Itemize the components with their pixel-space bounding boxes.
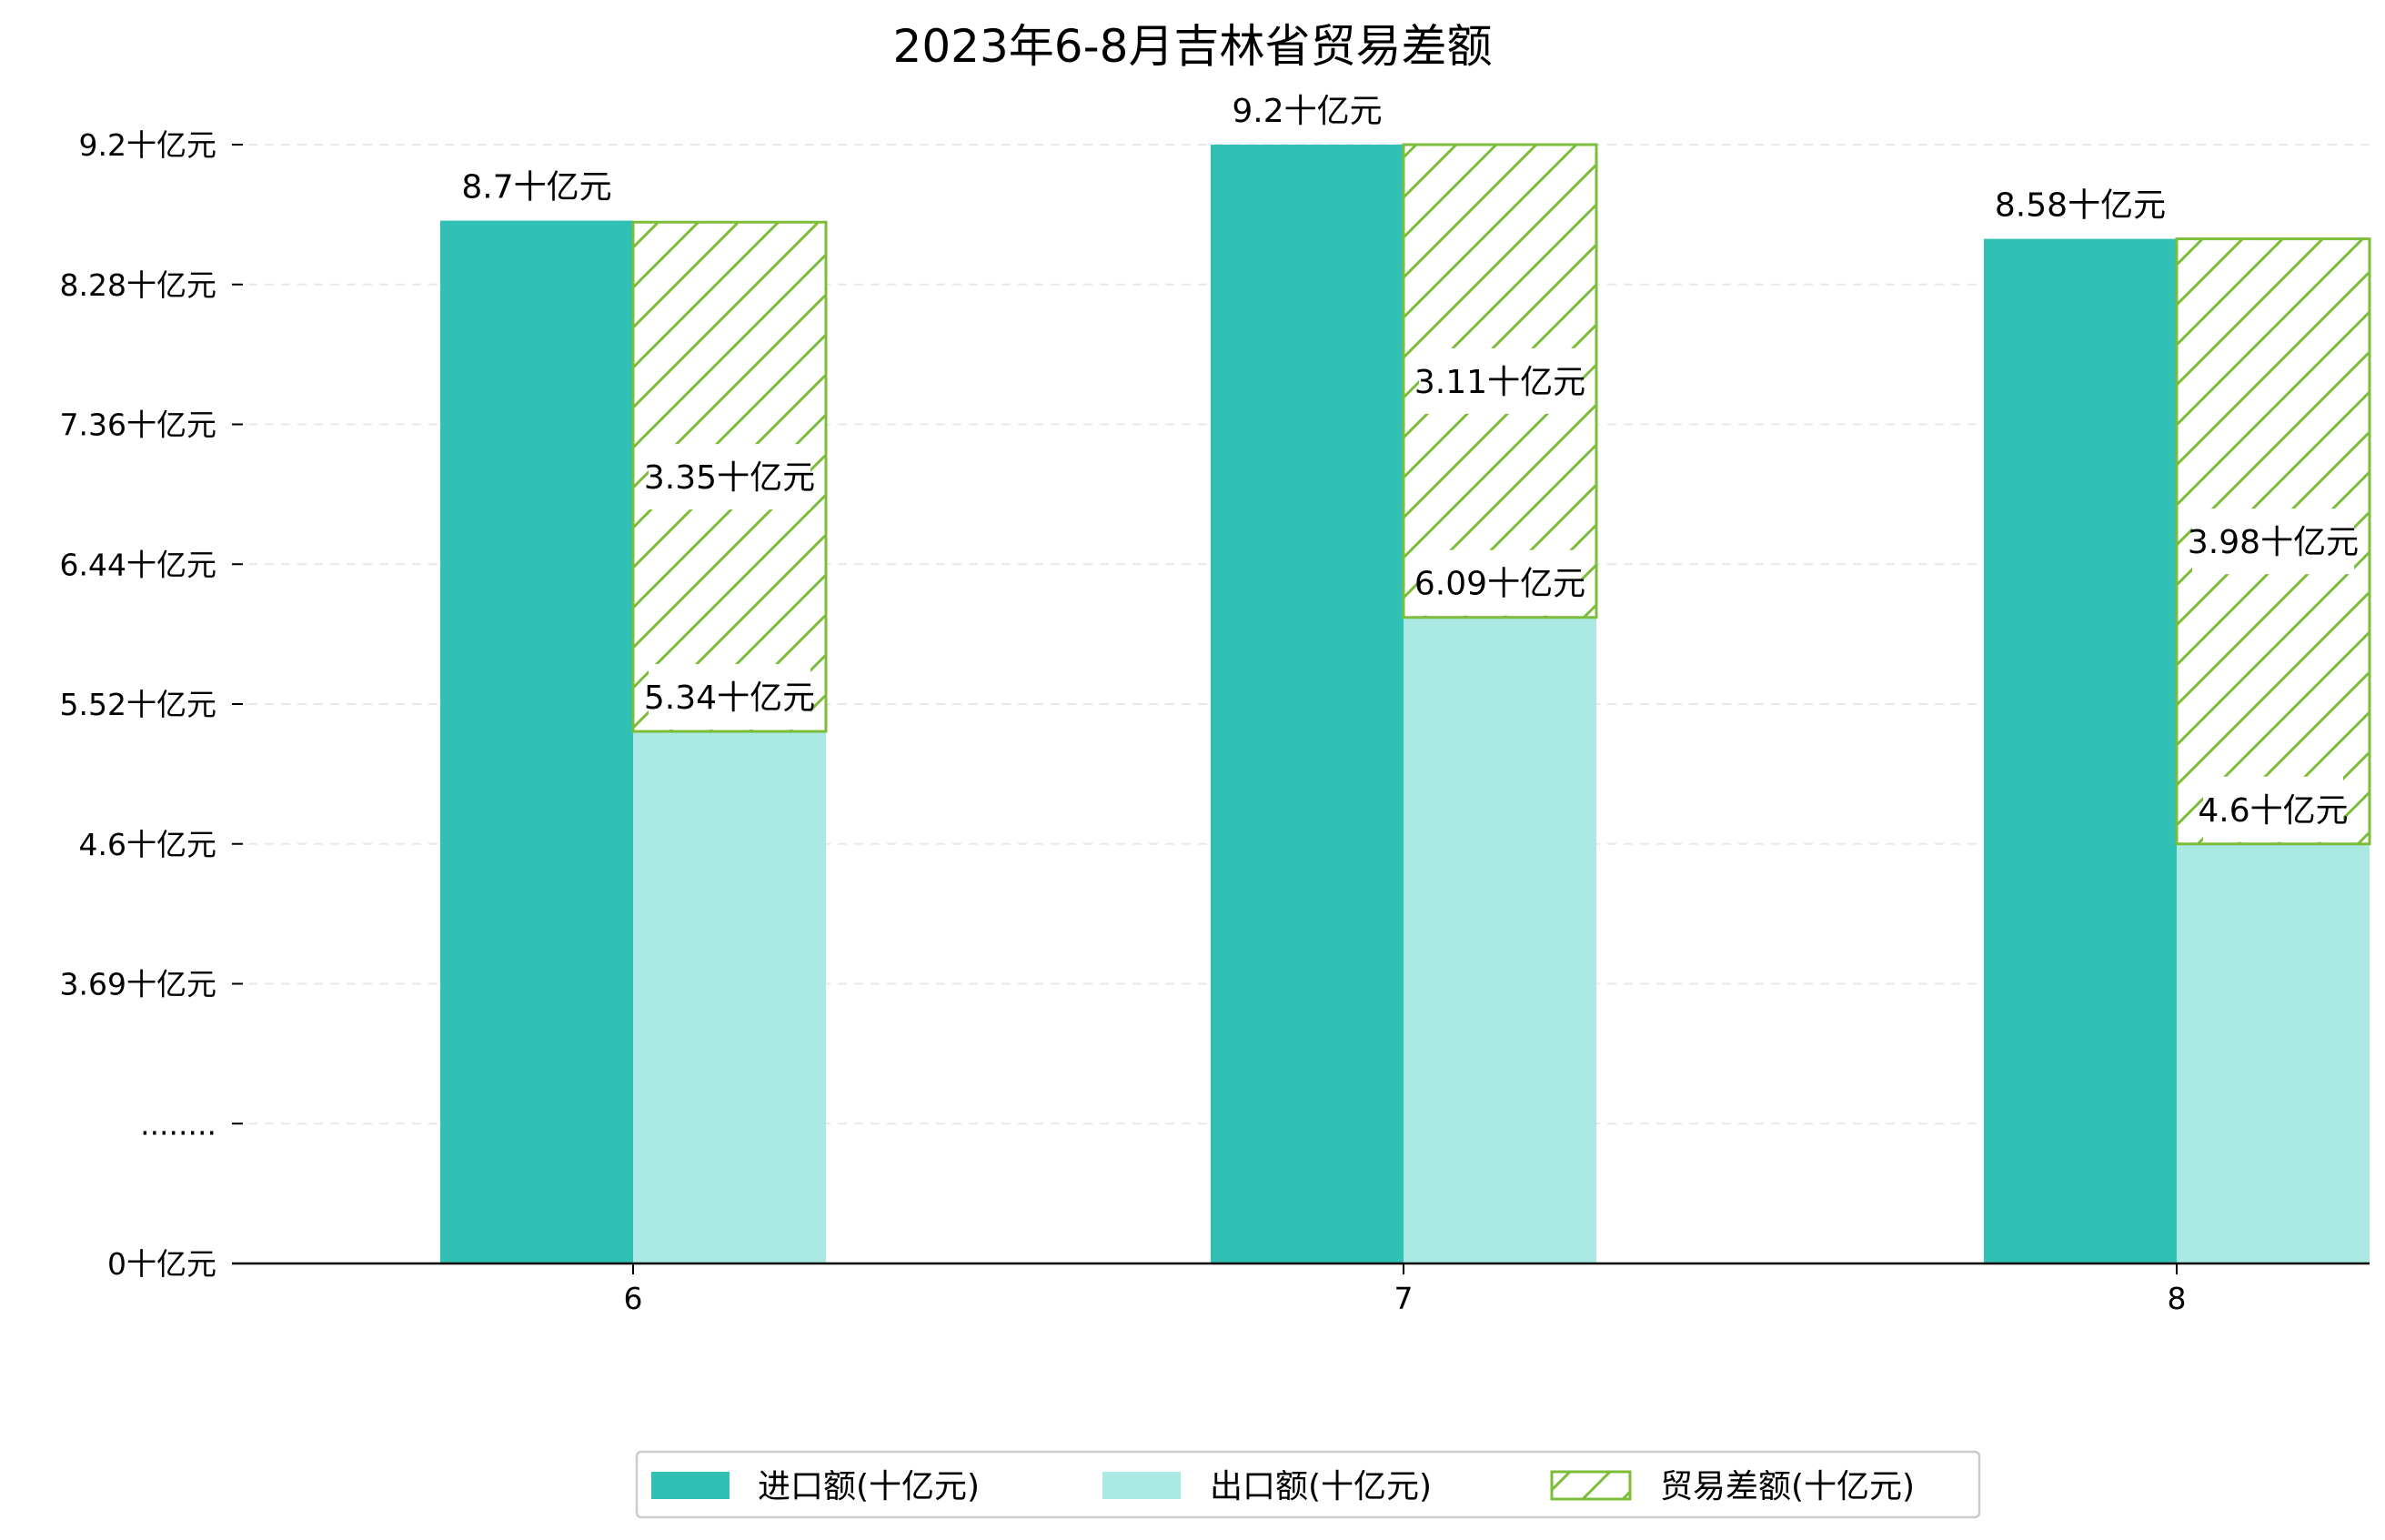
import-value-label: 8.58十亿元 xyxy=(1995,187,2166,225)
y-tick-label: 3.69十亿元 xyxy=(60,967,216,1002)
export-bar xyxy=(633,731,826,1263)
balance-value-label-bg xyxy=(2192,508,2354,575)
import-bar xyxy=(440,220,633,1263)
balance-value-label-bg xyxy=(1419,347,1581,414)
y-tick-label: 4.6十亿元 xyxy=(79,827,216,862)
legend: 进口额(十亿元) 出口额(十亿元) 贸易差额(十亿元) xyxy=(635,1450,1981,1519)
export-value-label-bg xyxy=(1419,549,1581,616)
export-bar xyxy=(1404,617,1596,1263)
legend-box xyxy=(635,1450,1981,1519)
y-tick-label: 7.36十亿元 xyxy=(60,408,216,443)
y-tick-label: 9.2十亿元 xyxy=(79,127,216,163)
x-tick-label: 7 xyxy=(1394,1281,1414,1316)
y-tick-label: 0十亿元 xyxy=(107,1246,216,1282)
export-value-label: 5.34十亿元 xyxy=(644,679,815,717)
legend-swatch xyxy=(1550,1470,1632,1501)
balance-value-label: 3.98十亿元 xyxy=(2188,524,2359,561)
legend-label: 贸易差额(十亿元) xyxy=(1660,1468,1915,1505)
balance-value-label: 3.11十亿元 xyxy=(1414,364,1585,401)
import-bar xyxy=(1211,145,1404,1263)
legend-label: 出口额(十亿元) xyxy=(1210,1468,1432,1505)
legend-swatch xyxy=(1102,1472,1181,1499)
export-value-label: 4.6十亿元 xyxy=(2198,792,2348,830)
axes: 0十亿元........ 3.69十亿元 4.6十亿元 5.52十亿元 6.44十亿元 7… xyxy=(60,127,2370,1316)
export-value-label: 6.09十亿元 xyxy=(1414,566,1585,603)
y-tick-label: 6.44十亿元 xyxy=(60,547,216,582)
y-tick-label: ........ xyxy=(140,1106,216,1142)
y-tick-label: 8.28十亿元 xyxy=(60,267,216,303)
import-bar xyxy=(1984,238,2177,1263)
data-labels: 8.7十亿元 5.34十亿元 3.35十亿元 9.2十亿元 6.09十亿元 3.11十亿元… xyxy=(461,93,2359,842)
balance-value-label-bg xyxy=(649,444,810,510)
chart-title: 2023年6-8月吉林省贸易差额 xyxy=(893,20,1493,73)
export-value-label-bg xyxy=(649,664,810,730)
x-tick-label: 8 xyxy=(2168,1281,2187,1316)
y-tick-label: 5.52十亿元 xyxy=(60,687,216,722)
legend-label: 进口额(十亿元) xyxy=(758,1468,980,1505)
import-value-label: 9.2十亿元 xyxy=(1232,93,1382,130)
balance-value-label: 3.35十亿元 xyxy=(644,459,815,497)
x-tick-label: 6 xyxy=(624,1281,643,1316)
legend-swatch xyxy=(651,1472,730,1499)
export-bar xyxy=(2177,843,2370,1263)
export-value-label-bg xyxy=(2203,776,2343,842)
import-value-label: 8.7十亿元 xyxy=(461,169,611,206)
